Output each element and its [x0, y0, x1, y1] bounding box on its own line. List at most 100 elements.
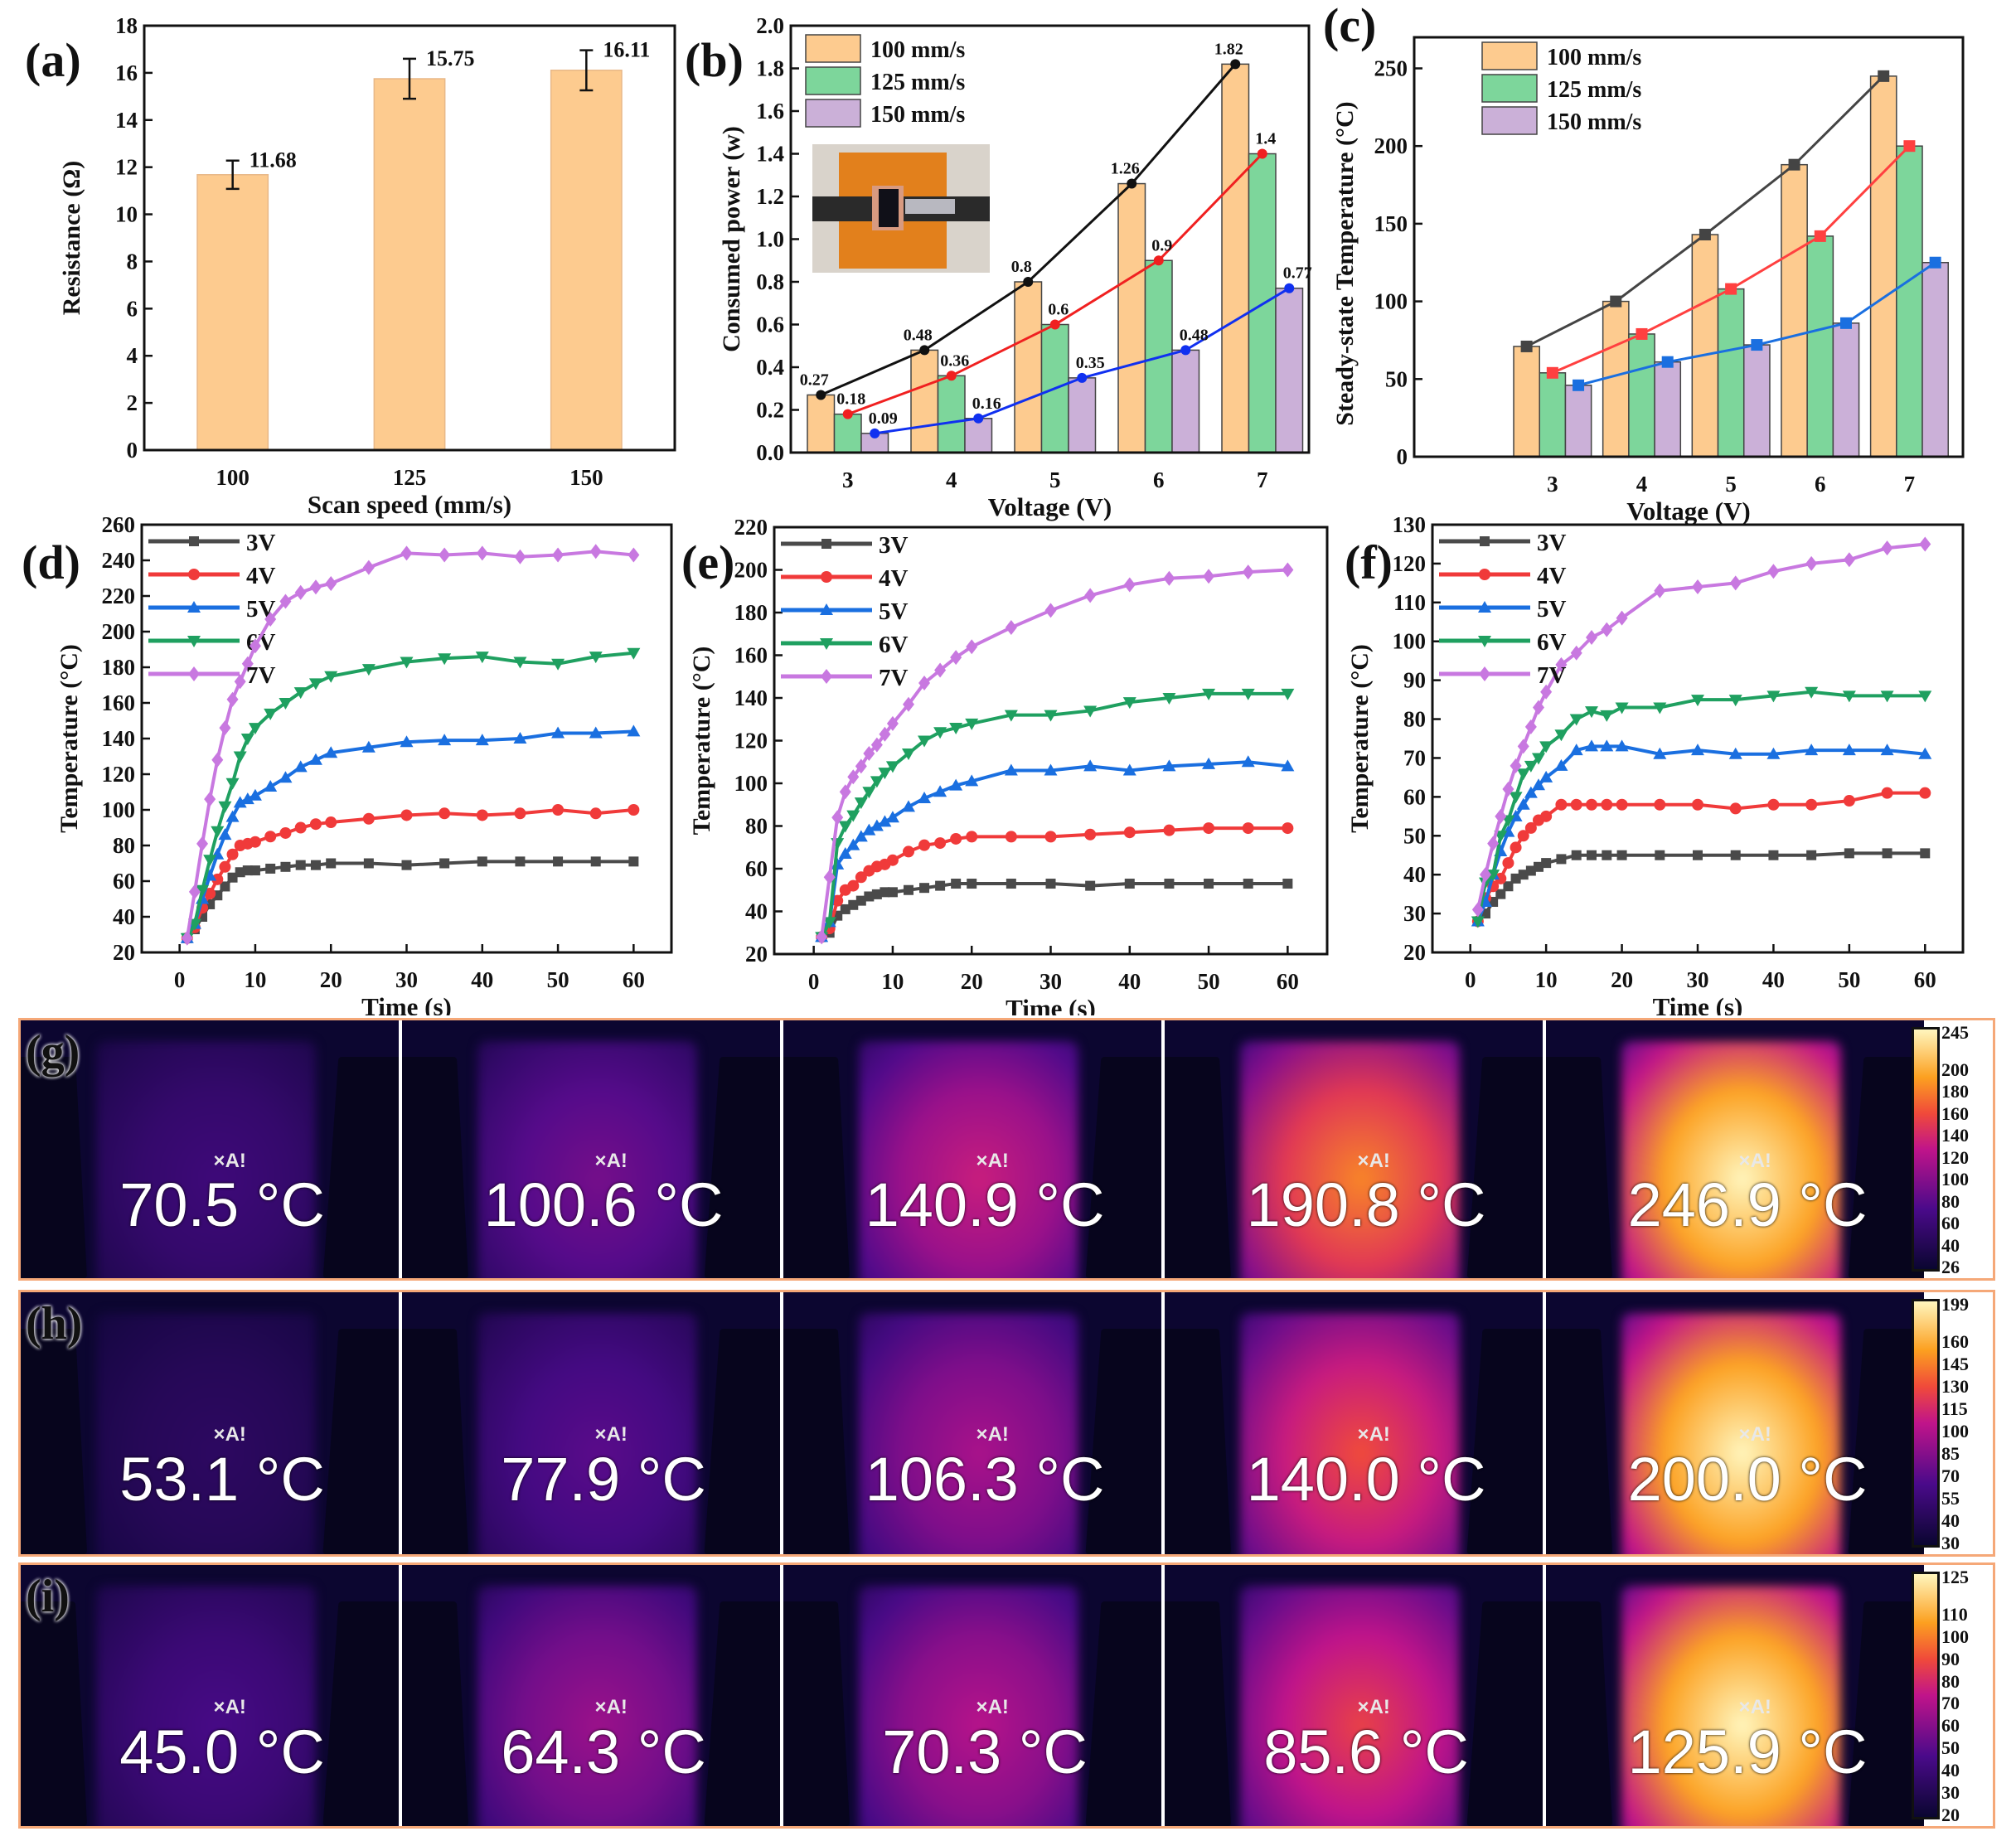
y-tick-label: 2.0	[756, 13, 784, 38]
bar	[1275, 287, 1304, 453]
x-tick-label: 150	[569, 465, 603, 490]
data-point	[1471, 916, 1485, 928]
data-label: 0.27	[800, 371, 829, 389]
data-point	[227, 872, 238, 883]
bar	[196, 174, 269, 451]
colorbar-tick-label: 100	[1941, 1625, 1969, 1647]
data-point	[235, 867, 245, 878]
data-point	[821, 571, 832, 583]
series-4V	[1471, 787, 1931, 928]
y-tick-label: 140	[734, 686, 768, 710]
data-point	[249, 836, 261, 848]
data-point	[1767, 564, 1780, 579]
data-point	[1880, 744, 1894, 756]
data-point	[1524, 821, 1537, 834]
data-point	[918, 675, 931, 690]
y-tick-label: 6	[127, 296, 138, 321]
data-point	[933, 785, 947, 797]
data-point	[1616, 610, 1628, 626]
data-point	[918, 792, 932, 804]
electrode-clip	[1466, 1056, 1543, 1278]
electrode-clip	[1165, 1601, 1232, 1826]
data-point	[514, 549, 526, 564]
data-point	[1730, 850, 1741, 860]
y-tick-label: 160	[734, 643, 768, 668]
legend-swatch	[1481, 106, 1538, 135]
data-point	[1601, 622, 1613, 637]
data-point	[1729, 575, 1742, 591]
bar	[807, 394, 836, 453]
data-point	[627, 724, 641, 737]
data-point	[1486, 870, 1500, 882]
data-point	[181, 930, 193, 946]
data-point	[1479, 877, 1492, 889]
panel-label: (c)	[1323, 0, 1376, 52]
data-point	[1540, 684, 1553, 700]
legend-label: 100 mm/s	[870, 37, 965, 63]
data-point	[878, 815, 892, 827]
electrode-clip	[402, 1056, 468, 1278]
data-point	[589, 807, 602, 820]
measure-point-marker: ×A!	[213, 1423, 246, 1446]
colorbar-tick-label: 125	[1941, 1567, 1969, 1587]
y-tick-label: 220	[734, 515, 768, 540]
y-tick-label: 14	[115, 108, 138, 133]
data-point	[863, 745, 875, 761]
bar	[1869, 75, 1897, 458]
data-point	[189, 536, 199, 546]
data-point	[1546, 366, 1558, 379]
data-point	[196, 884, 210, 897]
data-point	[220, 881, 230, 892]
y-tick-label: 12	[115, 155, 138, 180]
colorbar	[1912, 1027, 1940, 1272]
data-point	[475, 734, 489, 746]
bar	[833, 413, 862, 453]
measure-point-marker: ×A!	[213, 1149, 246, 1172]
data-point	[326, 858, 337, 869]
panel-label: (d)	[22, 535, 80, 589]
data-point	[1729, 802, 1742, 815]
data-point	[1532, 778, 1545, 791]
x-tick-label: 0	[1465, 967, 1476, 992]
legend-label: 4V	[246, 563, 276, 589]
colorbar-tick-label: 200	[1941, 1059, 1969, 1080]
heated-area	[1621, 1586, 1841, 1826]
data-point	[1602, 850, 1612, 860]
heated-area	[477, 1586, 697, 1826]
y-axis-label: Resistance (Ω)	[58, 161, 85, 315]
x-tick-label: 3	[1547, 472, 1558, 497]
measure-point-marker: ×A!	[1357, 1695, 1390, 1718]
x-tick-label: 20	[1611, 967, 1633, 992]
data-point	[551, 658, 565, 671]
bar	[1513, 346, 1540, 458]
plot-frame	[1431, 523, 1965, 954]
data-point	[513, 656, 527, 669]
series-6V	[815, 688, 1295, 944]
electrode-clip	[1165, 1329, 1232, 1554]
colorbar-tick-label: 160	[1941, 1331, 1969, 1352]
data-point	[816, 390, 826, 400]
series-6V	[180, 647, 641, 945]
data-point	[476, 809, 488, 821]
data-point	[295, 860, 306, 870]
data-point	[823, 870, 836, 885]
colorbar-tick-label: 245	[1941, 1022, 1969, 1043]
bar	[1896, 145, 1923, 458]
y-axis-label: Steady-state Temperature (°C)	[1331, 101, 1359, 425]
data-point	[1044, 603, 1057, 618]
data-point	[204, 888, 216, 900]
data-point	[1918, 690, 1932, 703]
data-point	[248, 723, 262, 735]
data-point	[838, 846, 852, 859]
temperature-readout: 77.9 °C	[501, 1445, 706, 1514]
y-tick-label: 70	[1403, 745, 1426, 770]
data-point	[225, 778, 240, 790]
heated-area	[1240, 1313, 1460, 1554]
bar	[1014, 281, 1043, 453]
series-line	[1476, 744, 1926, 923]
thermal-image: ×A! 70.3 °C	[783, 1565, 1161, 1826]
data-point	[240, 734, 254, 745]
y-tick-label: 0	[127, 438, 138, 463]
data-point	[1509, 792, 1523, 804]
